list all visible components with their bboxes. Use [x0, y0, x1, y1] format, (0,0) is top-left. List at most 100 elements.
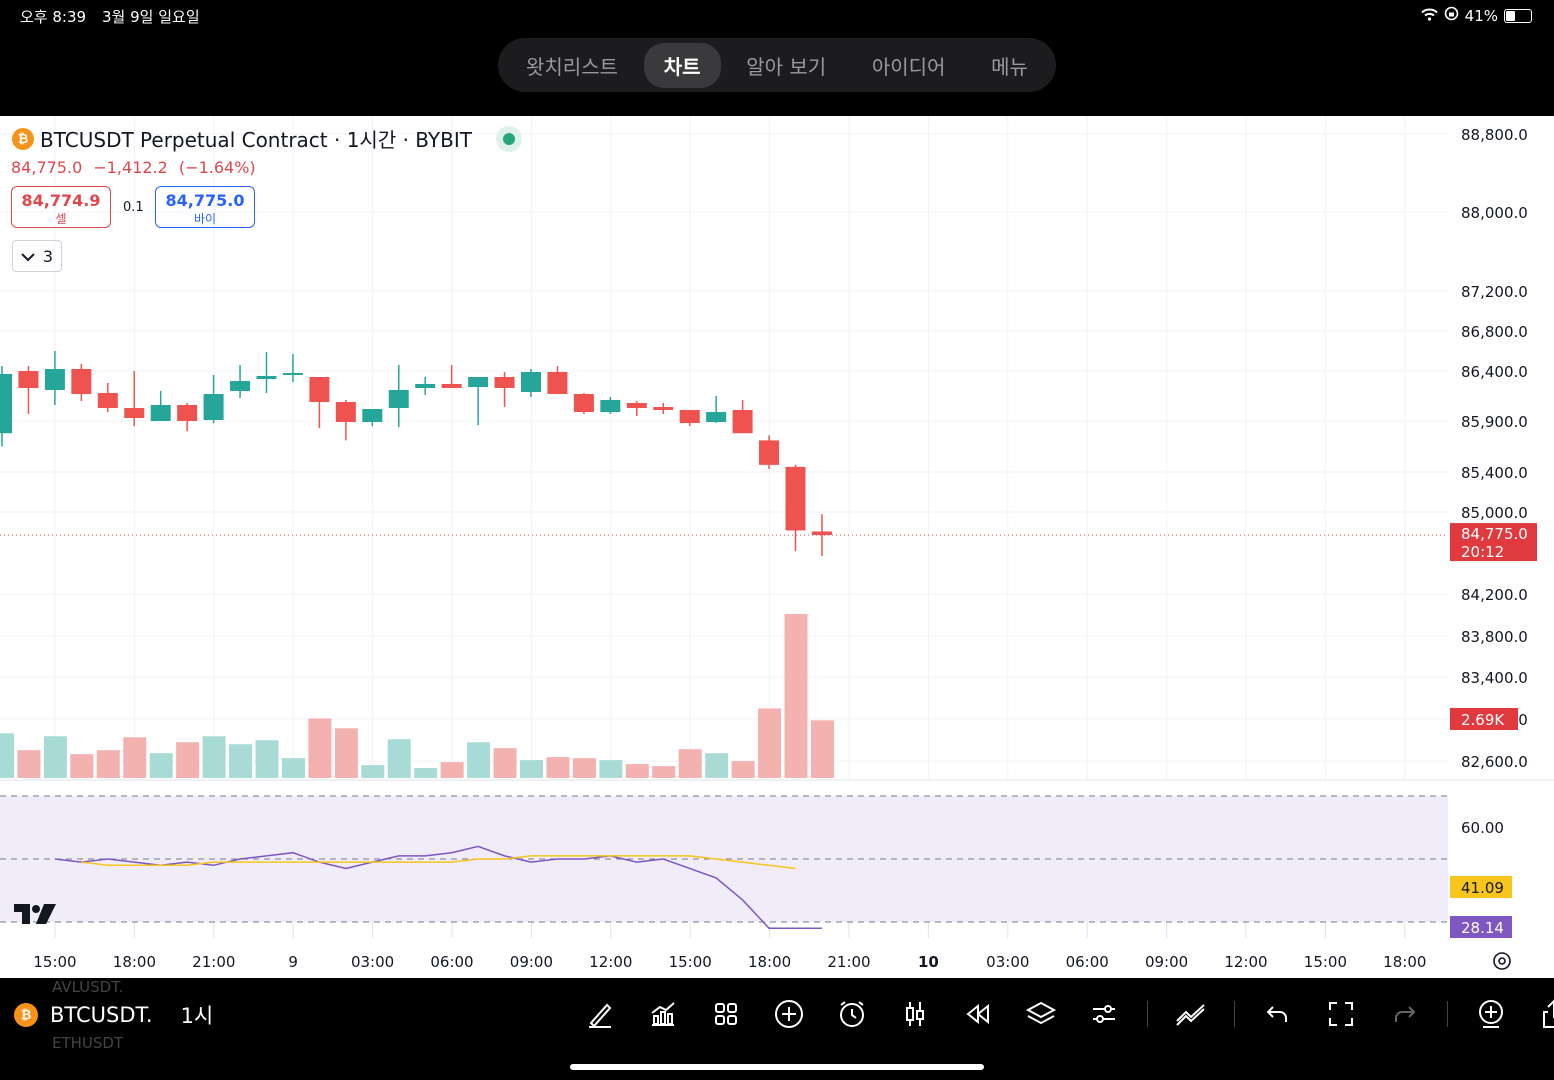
chart-settings-icon[interactable]: [1493, 952, 1511, 970]
bottom-symbol[interactable]: BTCUSDT.: [50, 1003, 153, 1027]
time-axis-label: 15:00: [1304, 953, 1347, 971]
price-axis-label: 87,200.0: [1461, 283, 1528, 301]
add-symbol-icon[interactable]: [1471, 996, 1511, 1032]
candle-body: [309, 377, 330, 402]
candle-body: [785, 466, 806, 531]
gear-ring: [1493, 952, 1511, 970]
candle-body: [203, 394, 224, 420]
price-axis-label: 84,200.0: [1461, 586, 1528, 604]
volume-bar: [149, 753, 173, 778]
candle-body: [177, 405, 198, 421]
volume-bar: [0, 733, 14, 778]
volume-bar: [546, 757, 570, 778]
bottom-interval[interactable]: 1시: [180, 1004, 214, 1028]
candle-body: [388, 390, 409, 408]
tab-chart[interactable]: 차트: [643, 42, 721, 88]
volume-bar: [308, 718, 332, 778]
sell-button[interactable]: 84,774.9 셀: [11, 186, 111, 228]
buy-button[interactable]: 84,775.0 바이: [155, 186, 255, 228]
symbol-header[interactable]: ₿ BTCUSDT Perpetual Contract · 1시간 · BYB…: [12, 124, 522, 153]
tab-menu[interactable]: 메뉴: [991, 54, 1028, 79]
layers-icon[interactable]: [1021, 996, 1061, 1032]
redo-icon[interactable]: [1384, 996, 1424, 1032]
time-axis-label: 15:00: [33, 953, 76, 971]
time-axis-label: 12:00: [1224, 953, 1267, 971]
tab-ideas[interactable]: 아이디어: [871, 54, 946, 79]
chart-tools: [580, 996, 1554, 1032]
toolbar-divider: [1147, 1001, 1148, 1027]
candle-body: [150, 405, 171, 421]
time-axis-label: 15:00: [669, 953, 712, 971]
time-axis-label: 18:00: [113, 953, 156, 971]
alarm-clock-icon[interactable]: [832, 996, 872, 1032]
tradingview-logo-icon: [14, 904, 56, 930]
rsi-line: [54, 845, 822, 930]
price-axis-label: 86,400.0: [1461, 363, 1528, 381]
volume-bar: [255, 740, 279, 778]
volume-bar: [202, 736, 226, 778]
rsi-band: [0, 796, 1448, 922]
quote-line: 84,775.0 −1,412.2 (−1.64%): [11, 158, 262, 177]
home-indicator: [570, 1064, 984, 1070]
rsi-value: 28.14: [1461, 919, 1504, 937]
candle-body: [653, 407, 674, 410]
candle-body: [282, 373, 303, 375]
indicators-count: 3: [42, 246, 54, 266]
volume-bar: [123, 737, 147, 778]
volume-bar: [758, 708, 782, 778]
compare-lines-icon[interactable]: [1171, 996, 1211, 1032]
candle-type-icon[interactable]: [895, 996, 935, 1032]
status-time: 오후 8:39: [20, 8, 87, 26]
candle-body: [626, 403, 647, 408]
volume-bar: [467, 742, 491, 778]
toolbar-divider: [1234, 1001, 1235, 1027]
rsi-sma-line: [81, 855, 796, 870]
time-axis-label: 21:00: [827, 953, 870, 971]
sell-label: 셀: [55, 212, 67, 226]
candle-body: [256, 376, 277, 379]
volume-bar: [493, 748, 517, 778]
replay-icon[interactable]: [958, 996, 998, 1032]
candle-body: [468, 377, 489, 387]
price-chart[interactable]: 88,800.0 88,000.0 87,200.0 86,800.0 86,400.0…: [0, 116, 1554, 978]
time-axis-label: 12:00: [589, 953, 632, 971]
volume-bar: [625, 764, 649, 778]
candle-body: [124, 408, 145, 418]
tab-watchlist[interactable]: 왓치리스트: [526, 54, 618, 79]
volume-bar: [414, 768, 438, 778]
symbol-title[interactable]: BTCUSDT Perpetual Contract · 1시간 · BYBIT: [40, 128, 472, 152]
candle-body: [415, 384, 436, 388]
status-right: 41%: [1420, 6, 1532, 25]
time-axis-label: 18:00: [1383, 953, 1426, 971]
settings-sliders-icon[interactable]: [1084, 996, 1124, 1032]
chart-area[interactable]: 88,800.0 88,000.0 87,200.0 86,800.0 86,400.0…: [0, 116, 1554, 978]
volume-bar: [43, 736, 67, 778]
price-axis-label: 85,900.0: [1461, 413, 1528, 431]
fullscreen-icon[interactable]: [1321, 996, 1361, 1032]
market-open-icon: [496, 125, 522, 152]
ghost-symbol-below: ETHUSDT: [52, 1034, 124, 1052]
layout-grid-icon[interactable]: [706, 996, 746, 1032]
candle-body: [18, 371, 39, 388]
add-circle-icon[interactable]: [769, 996, 809, 1032]
bitcoin-icon: ₿: [14, 1003, 38, 1027]
candle-body: [547, 372, 568, 394]
time-axis-label: 21:00: [192, 953, 235, 971]
price-axis-label: 83,400.0: [1461, 669, 1528, 687]
volume-bar: [705, 753, 729, 778]
price-axis-label: 85,000.0: [1461, 504, 1528, 522]
indicators-toggle[interactable]: 3: [12, 240, 62, 272]
candle-body: [362, 409, 383, 423]
tab-explore[interactable]: 알아 보기: [746, 54, 827, 79]
volume-bar: [387, 739, 411, 778]
undo-icon[interactable]: [1258, 996, 1298, 1032]
main-nav: 왓치리스트 차트 알아 보기 아이디어 메뉴: [498, 38, 1056, 92]
volume-bar: [810, 720, 834, 778]
drawing-pen-icon[interactable]: [580, 996, 620, 1032]
share-icon[interactable]: [1534, 996, 1554, 1032]
symbol-switcher[interactable]: ₿ BTCUSDT. 1시: [14, 1000, 213, 1030]
price-axis-label: 82,600.0: [1461, 753, 1528, 771]
time-axis-label: 03:00: [351, 953, 394, 971]
candle-body: [71, 369, 92, 394]
indicators-icon[interactable]: [643, 996, 683, 1032]
